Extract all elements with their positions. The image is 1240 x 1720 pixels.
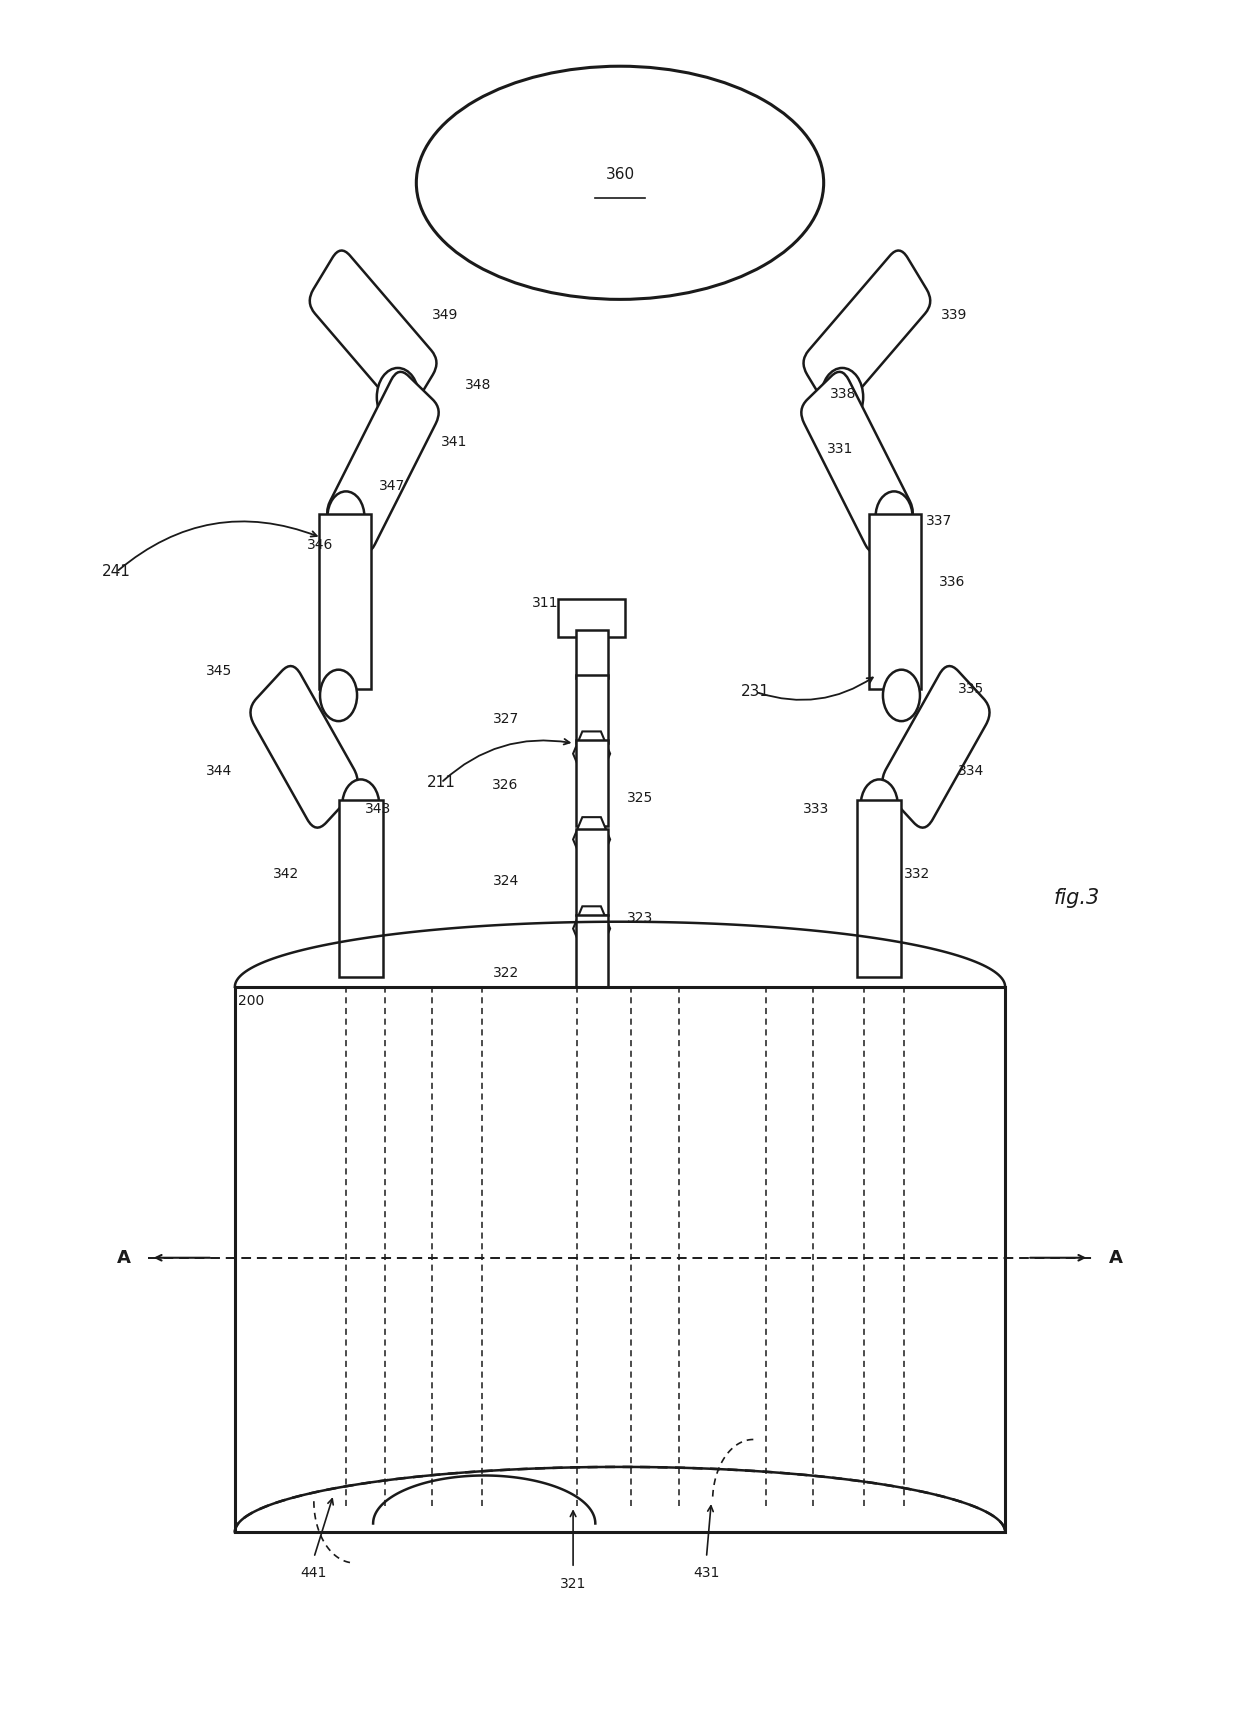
Circle shape [327,492,365,544]
Circle shape [377,368,419,427]
Text: 326: 326 [492,777,518,791]
Text: 431: 431 [693,1567,719,1581]
Text: 327: 327 [492,712,518,726]
Text: 336: 336 [939,574,965,590]
Bar [234,987,1006,1533]
Text: 333: 333 [802,802,830,815]
Bar [339,800,383,977]
Text: 331: 331 [827,442,854,456]
Text: 325: 325 [627,791,653,805]
Bar [575,829,608,915]
Text: 346: 346 [306,538,332,552]
Text: 322: 322 [492,967,518,980]
Circle shape [875,492,913,544]
Text: 321: 321 [560,1577,587,1591]
FancyBboxPatch shape [310,251,436,413]
Ellipse shape [417,65,823,299]
Text: 200: 200 [238,994,264,1008]
Text: 335: 335 [959,681,985,695]
Bar [575,674,608,743]
Text: 349: 349 [433,308,459,322]
Text: 334: 334 [959,764,985,777]
Text: 241: 241 [102,564,130,580]
Text: 348: 348 [465,378,491,392]
FancyBboxPatch shape [883,666,990,827]
Text: 311: 311 [532,595,558,611]
Circle shape [883,669,920,721]
Text: fig.3: fig.3 [1054,888,1100,908]
Text: 341: 341 [441,435,467,449]
Bar [575,630,608,678]
Text: 324: 324 [492,874,518,888]
Circle shape [821,368,863,427]
Text: 231: 231 [742,685,770,700]
Text: 441: 441 [300,1567,327,1581]
Text: A: A [1110,1249,1123,1266]
Text: 339: 339 [941,308,967,322]
Circle shape [320,669,357,721]
Circle shape [342,779,379,831]
Text: 211: 211 [427,776,455,791]
Text: 338: 338 [830,387,857,401]
Bar [857,800,901,977]
Bar [558,599,625,636]
Text: 332: 332 [904,867,930,881]
FancyBboxPatch shape [801,372,913,552]
FancyBboxPatch shape [804,251,930,413]
Text: 337: 337 [926,514,952,528]
Bar [575,740,608,826]
Text: 343: 343 [365,802,391,815]
Text: 344: 344 [206,764,232,777]
Bar [575,915,608,1001]
Circle shape [861,779,898,831]
Text: 345: 345 [206,664,232,678]
Text: 347: 347 [379,480,405,494]
Bar [869,514,921,688]
Text: A: A [117,1249,130,1266]
FancyBboxPatch shape [250,666,357,827]
Text: 360: 360 [605,167,635,182]
FancyBboxPatch shape [327,372,439,552]
Text: 323: 323 [627,912,653,925]
Text: 342: 342 [273,867,299,881]
Bar [319,514,371,688]
